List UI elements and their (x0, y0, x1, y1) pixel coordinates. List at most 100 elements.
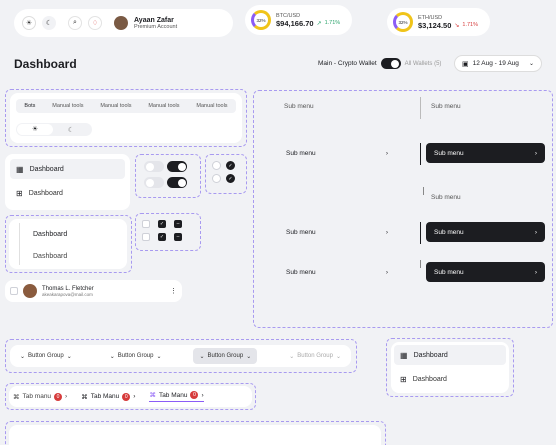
ticker-pair: ETH/USD (418, 14, 443, 21)
radio-group: ✓ ✓ (212, 161, 235, 183)
tab-menu-item-active[interactable]: ⌘ Tab Manu 0 › (149, 391, 204, 402)
nav-label: Dashboard (413, 351, 448, 359)
bottom-card (9, 425, 381, 445)
contact-name: Thomas L. Fletcher (42, 285, 94, 292)
nav-item-dashboard[interactable]: ⊞ Dashboard (10, 182, 125, 204)
date-range-picker[interactable]: ▣ 12 Aug - 19 Aug ⌄ (454, 55, 542, 72)
chevron-down-icon: ⌄ (289, 353, 295, 360)
submenu-label: Sub menu (434, 149, 464, 157)
toggle-group (144, 161, 192, 188)
checkbox-checked[interactable]: ✓ (158, 220, 166, 228)
submenu-item-active[interactable]: Sub menu › (426, 222, 545, 242)
submenu-divider (420, 143, 421, 165)
radio-checked[interactable]: ✓ (226, 174, 235, 183)
more-options-icon[interactable]: ⋮ (170, 288, 177, 295)
checkbox-checked[interactable]: ✓ (158, 233, 166, 241)
submenu-divider (420, 222, 421, 244)
submenu-label: Sub menu (286, 268, 316, 276)
ticker-btc[interactable]: 32% BTC/USD $94,166.70 ↗ 1.71% (245, 5, 352, 35)
button-group-item[interactable]: ⌄ Button Group ⌄ (14, 348, 78, 364)
submenu-item-hover[interactable]: Sub menu › (278, 262, 396, 282)
tab-manual-tools[interactable]: Manual tools (100, 103, 132, 109)
nav-card-a: ▦ Dashboard ⊞ Dashboard (5, 154, 130, 210)
button-group-label: Button Group (297, 353, 333, 359)
submenu-divider (423, 187, 424, 195)
button-group-frame (5, 339, 357, 373)
submenu-label: Sub menu (434, 228, 464, 236)
checkbox-indeterminate[interactable]: – (174, 220, 182, 228)
toggles-frame (135, 154, 201, 198)
notification-icon[interactable]: ♢ (88, 16, 102, 30)
tab-manual-tools[interactable]: Manual tools (196, 103, 228, 109)
tab-menu-badge: 0 (122, 392, 131, 401)
submenu-item-hover[interactable]: Sub menu › (278, 222, 396, 242)
tab-menu-label: Tab manu (22, 393, 52, 400)
toggle-off[interactable] (144, 161, 164, 172)
tab-bots[interactable]: Bots (24, 103, 36, 109)
checkbox-unchecked[interactable] (142, 220, 150, 228)
radio-unchecked[interactable] (212, 174, 221, 183)
tab-manual-tools[interactable]: Manual tools (52, 103, 84, 109)
nav-label: Dashboard (29, 165, 64, 173)
eth-ring-icon: 32% (393, 12, 413, 32)
sun-icon[interactable]: ☀ (17, 124, 53, 135)
button-group-item-active[interactable]: ⌄ Button Group ⌄ (193, 348, 258, 364)
nav-card-b: Dashboard Dashboard (9, 219, 127, 269)
chevron-right-icon: › (385, 228, 388, 236)
toggle-on[interactable] (167, 161, 187, 172)
user-name: Ayaan Zafar (134, 16, 174, 24)
trend-up-icon: ↗ (316, 20, 322, 27)
tab-menu-item[interactable]: ⌘ Tab Manu 0 › (81, 392, 135, 401)
tab-menu-item[interactable]: ⌘ Tab manu 0 › (13, 392, 67, 401)
radio-checked[interactable]: ✓ (226, 161, 235, 170)
user-header-pill: ☀ ☾ ⌕ ♢ Ayaan Zafar Premium Account (14, 9, 233, 37)
checkbox-frame (135, 213, 201, 251)
wallet-toggle[interactable] (380, 58, 401, 69)
submenu-item[interactable]: Sub menu (284, 103, 314, 110)
submenu-divider (420, 97, 421, 119)
toggle-off[interactable] (144, 177, 164, 188)
tabs-card-frame (5, 89, 247, 147)
chevron-down-icon: ⌄ (66, 353, 72, 360)
chevron-down-icon: ⌄ (199, 353, 205, 360)
contact-row[interactable]: Thomas L. Fletcher akeakarapova@mail.com… (5, 280, 182, 302)
nav-card-c-frame (386, 338, 514, 397)
user-info[interactable]: Ayaan Zafar Premium Account (134, 17, 177, 30)
ticker-eth[interactable]: 32% ETH/USD $3,124.50 ↘ 1.71% (387, 8, 490, 36)
tab-bar: Bots Manual tools Manual tools Manual to… (16, 99, 236, 113)
chevron-right-icon: › (385, 268, 388, 276)
nav-item-dashboard[interactable]: Dashboard (33, 253, 68, 260)
nav-item-dashboard-active[interactable]: ▦ Dashboard (10, 159, 125, 179)
button-group-item-disabled[interactable]: ⌄ Button Group ⌄ (283, 348, 347, 364)
chevron-down-icon: ⌄ (246, 353, 252, 360)
sun-icon[interactable]: ☀ (22, 16, 36, 30)
nav-item-dashboard[interactable]: ⊞ Dashboard (394, 368, 506, 390)
checkbox-unchecked[interactable] (142, 233, 150, 241)
search-icon[interactable]: ⌕ (68, 16, 82, 30)
button-group-item[interactable]: ⌄ Button Group ⌄ (104, 348, 168, 364)
grid-outline-icon: ⊞ (16, 188, 23, 198)
submenu-item-active[interactable]: Sub menu › (426, 143, 545, 163)
submenu-divider (420, 260, 421, 268)
tab-manual-tools[interactable]: Manual tools (148, 103, 180, 109)
submenu-item[interactable]: Sub menu (431, 194, 461, 201)
moon-icon[interactable]: ☾ (67, 126, 75, 134)
chevron-right-icon: › (385, 149, 388, 157)
tab-menu-badge: 0 (190, 391, 199, 399)
submenu-item-active[interactable]: Sub menu › (426, 262, 545, 282)
toggle-on[interactable] (167, 177, 187, 188)
bottom-card-frame (5, 421, 386, 445)
submenu-item[interactable]: Sub menu (431, 103, 461, 110)
nav-card-c: ▦ Dashboard ⊞ Dashboard (391, 342, 509, 393)
contact-checkbox[interactable] (10, 287, 18, 295)
checkbox-indeterminate[interactable]: – (174, 233, 182, 241)
nav-item-dashboard-active[interactable]: ▦ Dashboard (394, 345, 506, 365)
nav-item-dashboard[interactable]: Dashboard (33, 231, 68, 238)
moon-icon[interactable]: ☾ (42, 16, 56, 30)
radio-unchecked[interactable] (212, 161, 221, 170)
submenu-item-hover[interactable]: Sub menu › (278, 143, 396, 163)
avatar[interactable] (114, 16, 128, 30)
ticker-change: 1.71% (462, 22, 479, 28)
chevron-right-icon: › (534, 149, 537, 157)
chevron-down-icon: ⌄ (528, 61, 534, 67)
